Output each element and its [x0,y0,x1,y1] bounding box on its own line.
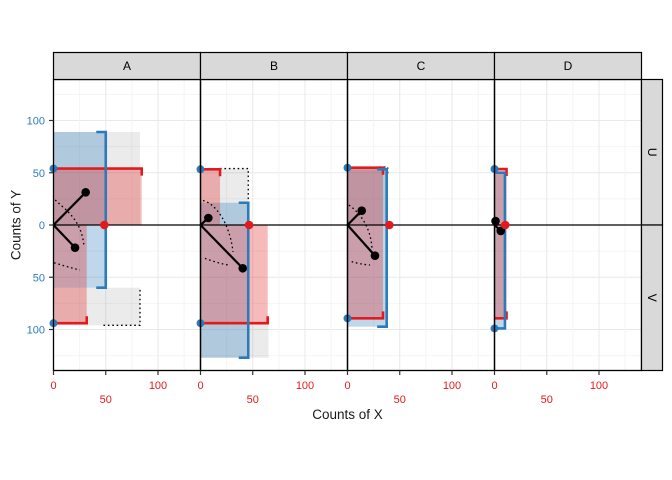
spoke-segment [52,191,87,226]
dotted-curve [348,204,373,249]
blue-region [494,172,505,329]
blue-bracket-line [377,168,388,328]
facet-strip-a [52,51,202,81]
red-point [244,220,254,230]
x-tick-label: 0 [491,380,497,392]
data-point [357,206,367,215]
blue-bracket-line [96,130,108,289]
facet-strip-label-c: C [417,59,426,73]
x-tick-label: 0 [344,380,350,392]
red-bracket-line [494,167,508,176]
gray-region [200,323,269,358]
red-bracket-line [200,316,269,325]
gray-dotted-bracket [220,167,249,203]
data-point [370,251,380,261]
y-tick-label: 100 [27,116,45,128]
x-tick-label: 50 [541,394,553,406]
x-tick-label: 50 [100,394,112,406]
spoke-segment [52,224,76,249]
facet-strip-label-d: D [564,59,573,73]
facet-strip-label-u: U [645,148,659,157]
x-tick-label: 100 [443,380,461,392]
red-point [500,220,510,230]
x-tick-label: 50 [394,394,406,406]
x-tick-label: 100 [590,380,608,392]
x-tick-label: 100 [296,380,314,392]
blue-region [53,131,106,288]
y-tick-label: 50 [33,168,45,180]
red-region [347,167,384,225]
facet-strip-label-v: V [645,294,659,302]
blue-bracket-line [238,201,250,360]
red-region [347,225,384,319]
red-bracket-line [494,311,508,320]
facet-strip-b [199,51,349,81]
gray-region [53,287,141,326]
red-point [99,220,109,230]
red-region [200,225,268,324]
red-bracket-line [347,166,385,175]
x-tick-label: 0 [197,380,203,392]
facet-strip-label-b: B [270,59,278,73]
red-region [53,168,142,225]
data-point [496,226,506,236]
red-bracket-line [53,167,143,176]
dotted-curve [53,262,80,271]
red-region [53,225,87,324]
data-point [70,243,80,252]
x-tick-label: 0 [50,380,56,392]
facet-strip-d [493,51,643,81]
data-point [204,213,213,223]
data-point [238,263,248,273]
dotted-curve [204,257,229,266]
y-tick-label: 0 [39,220,45,232]
red-bracket-line [53,316,89,325]
facet-strip-c [346,51,496,81]
red-bracket-line [200,168,222,177]
blue-region [200,202,249,358]
red-region [494,168,507,225]
data-point [81,187,90,197]
y-tick-label: 100 [27,325,45,337]
x-tick-label: 100 [149,380,167,392]
gray-region [347,167,388,225]
x-tick-label: 50 [247,394,259,406]
y-tick-label: 50 [33,272,45,284]
red-point [385,220,394,230]
y-axis-title: Counts of Y [9,190,24,260]
red-bracket-line [347,311,385,320]
blue-bracket-line [495,171,507,330]
spoke-segment [346,224,376,257]
red-region [200,169,221,225]
facet-strip-v [640,224,664,372]
x-axis-title: Counts of X [312,407,383,422]
data-point [491,216,500,226]
dotted-curve [351,261,371,266]
red-region [494,225,507,319]
spoke-segment [199,224,244,270]
gray-dotted-bracket [103,287,141,326]
facet-strip-label-a: A [123,59,131,73]
